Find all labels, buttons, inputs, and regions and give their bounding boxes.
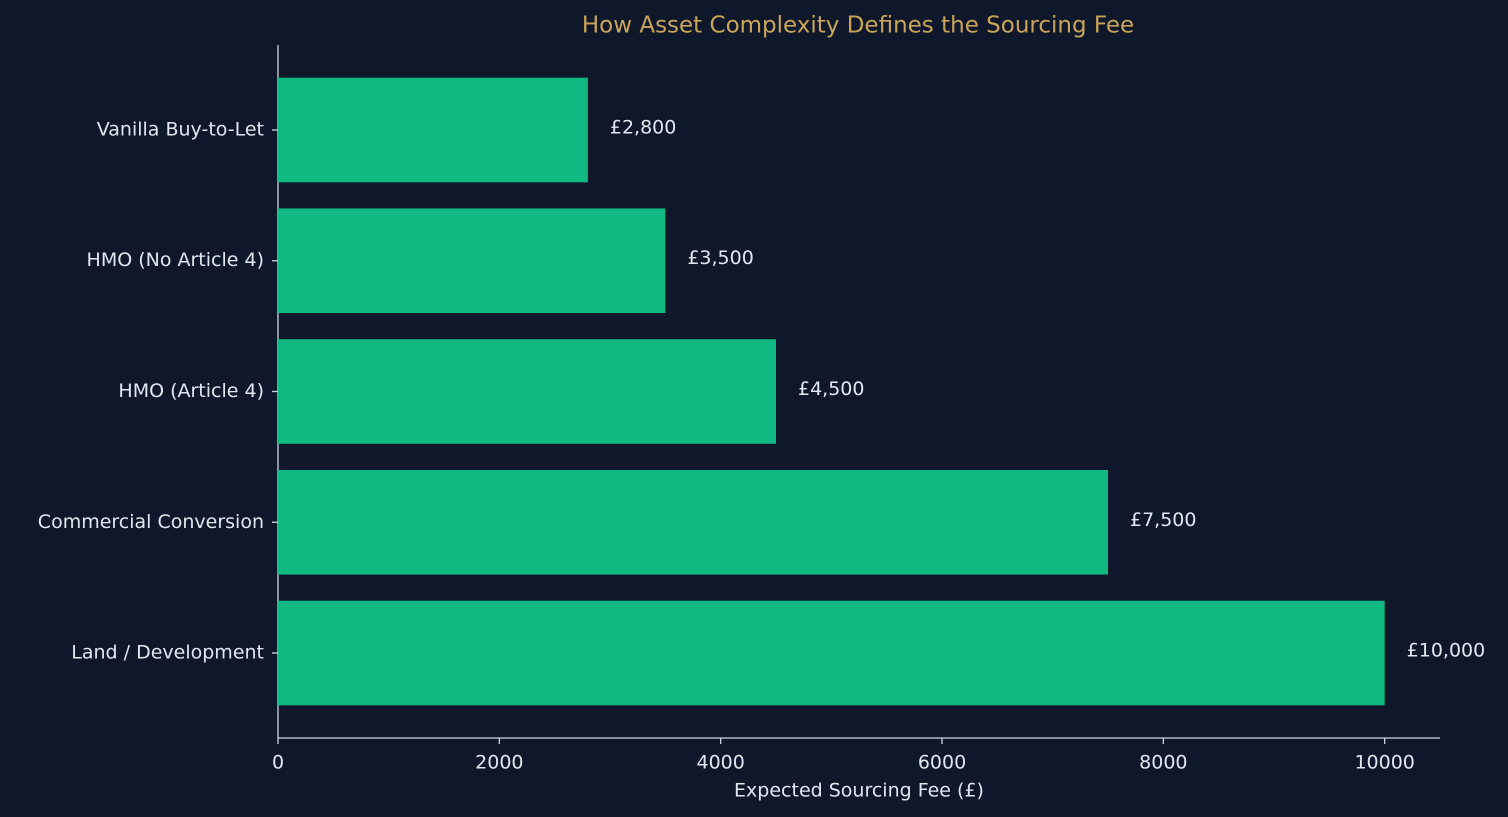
- value-label: £3,500: [687, 247, 753, 269]
- y-tick-label: HMO (Article 4): [118, 380, 264, 402]
- bar: [278, 208, 666, 314]
- x-tick-label: 0: [272, 752, 284, 774]
- x-tick-label: 8000: [1139, 752, 1187, 774]
- x-axis-label: Expected Sourcing Fee (£): [734, 780, 984, 802]
- y-tick-label: Land / Development: [71, 642, 264, 664]
- bar: [278, 600, 1385, 706]
- y-tick-label: Commercial Conversion: [38, 511, 264, 533]
- value-label: £2,800: [610, 116, 676, 138]
- value-label: £4,500: [798, 378, 864, 400]
- x-tick-label: 10000: [1354, 752, 1414, 774]
- bar: [278, 469, 1108, 575]
- x-tick-label: 6000: [918, 752, 966, 774]
- y-tick-label: HMO (No Article 4): [87, 249, 264, 271]
- x-tick-label: 4000: [696, 752, 744, 774]
- bar: [278, 339, 776, 444]
- chart-title: How Asset Complexity Defines the Sourcin…: [582, 13, 1134, 39]
- y-tick-label: Vanilla Buy-to-Let: [97, 118, 264, 140]
- bar: [278, 77, 588, 183]
- value-label: £7,500: [1130, 509, 1196, 531]
- x-tick-label: 2000: [475, 752, 523, 774]
- value-label: £10,000: [1407, 640, 1486, 662]
